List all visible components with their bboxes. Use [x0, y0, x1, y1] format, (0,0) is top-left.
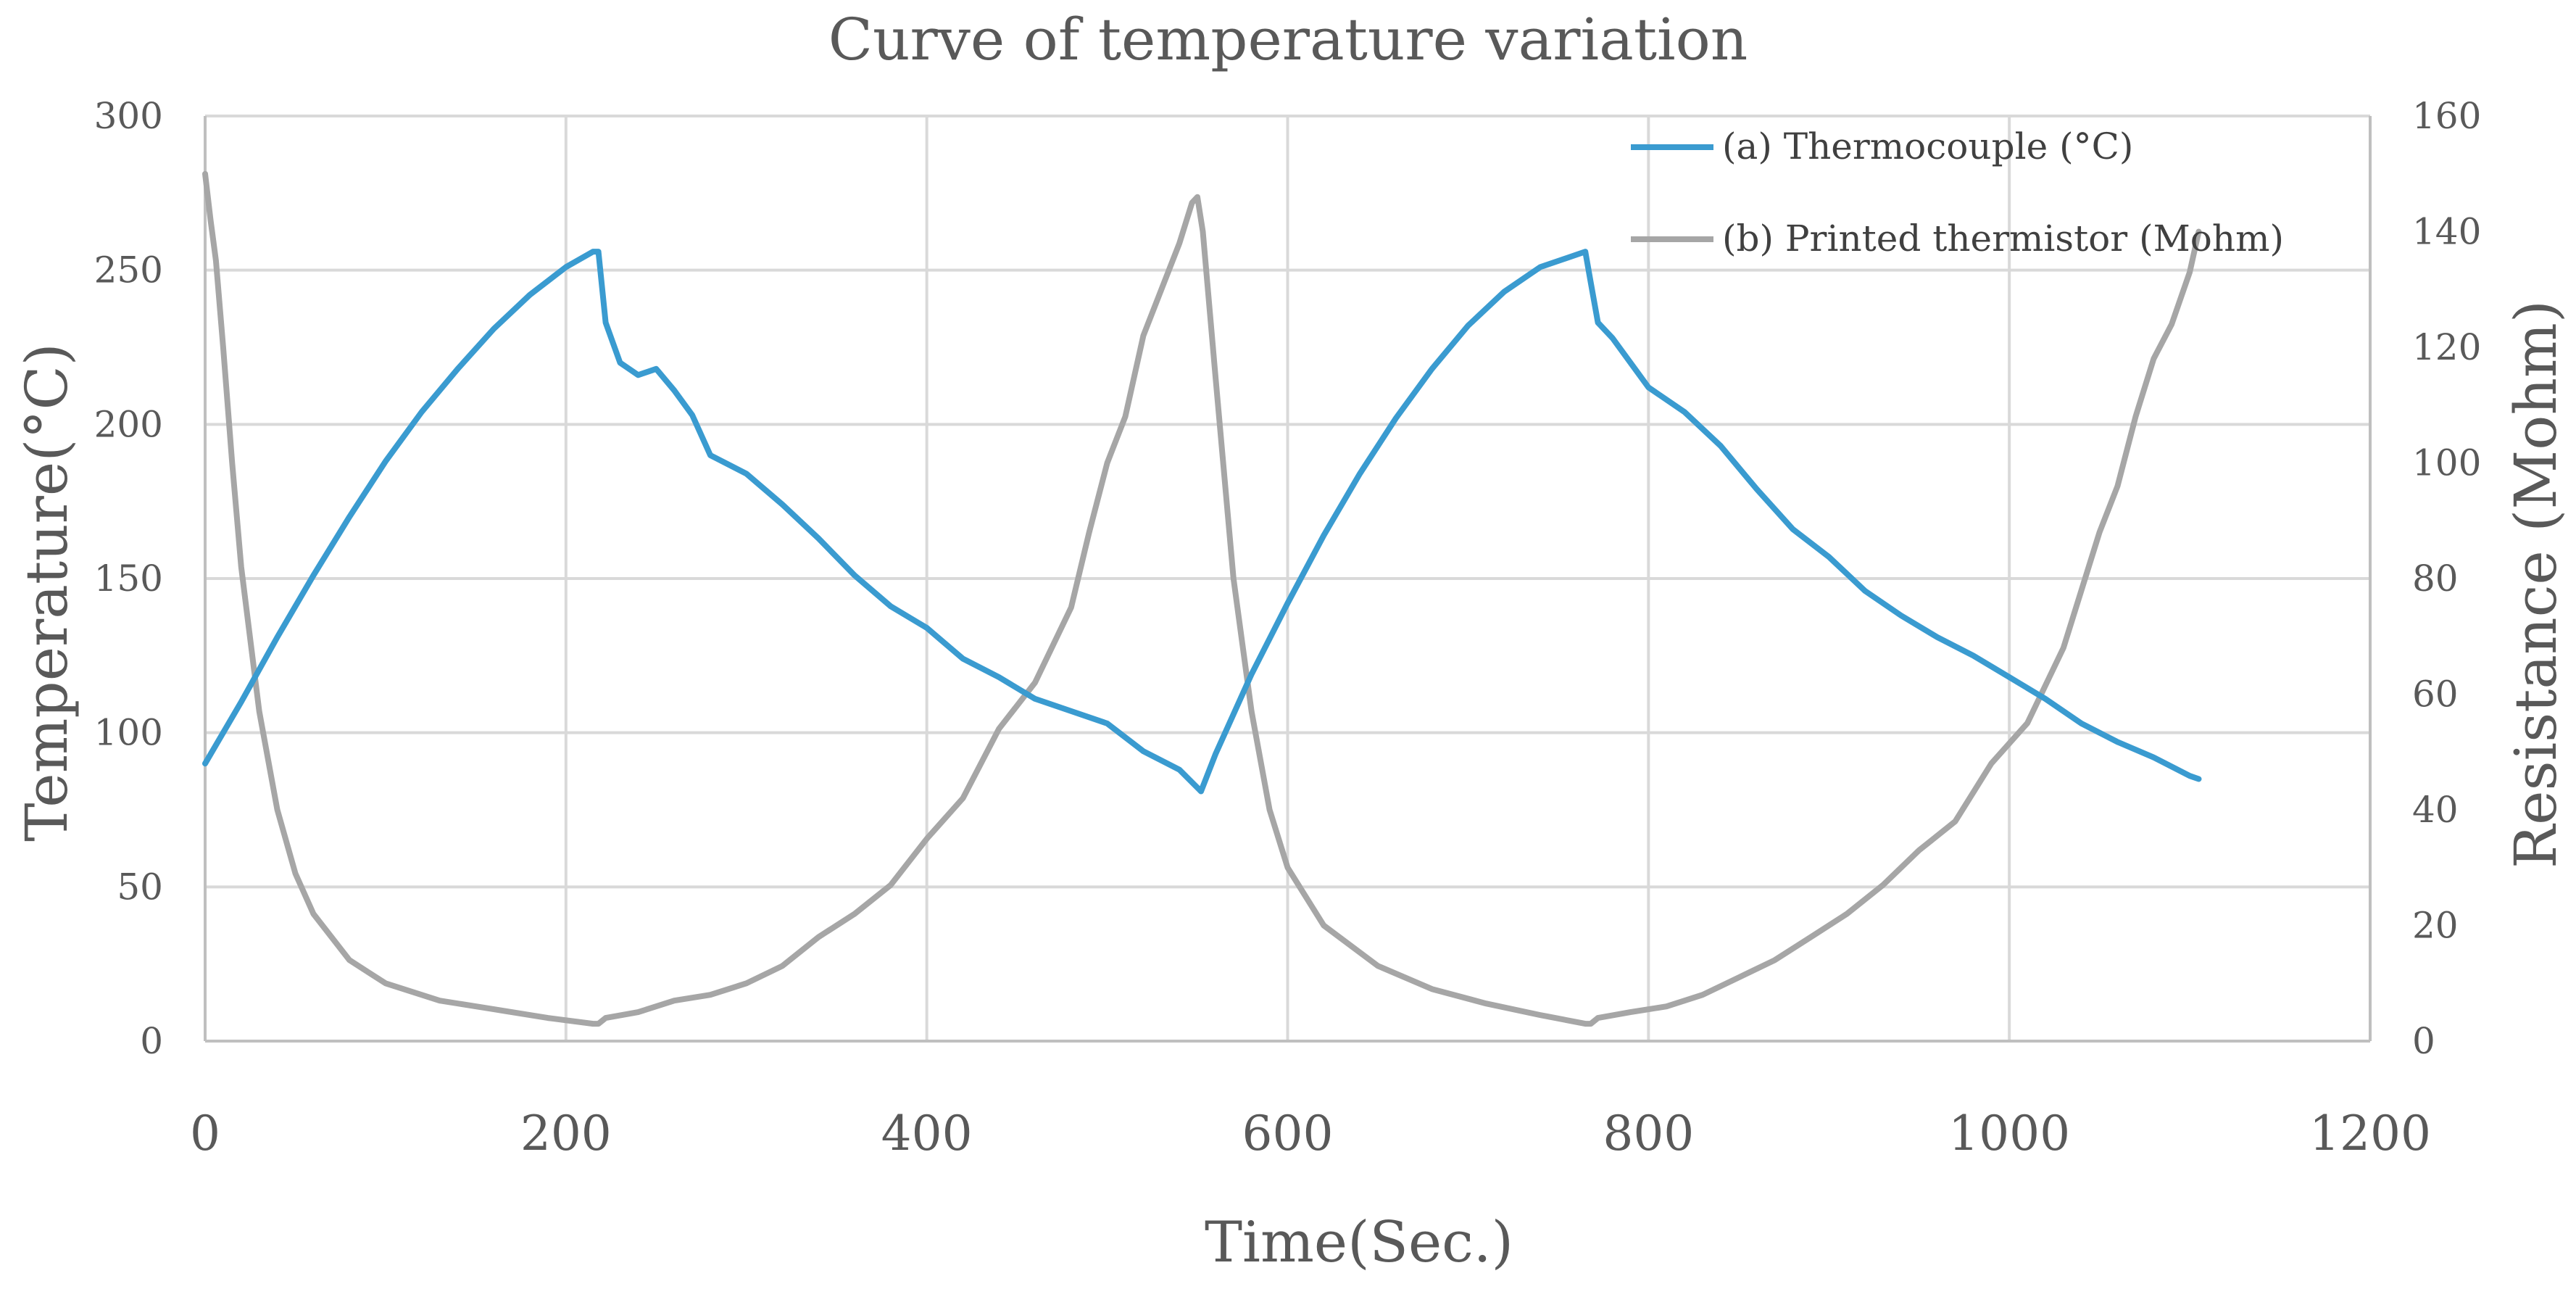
- x-tick-label: 600: [1242, 1106, 1334, 1161]
- x-tick-label: 200: [520, 1106, 612, 1161]
- y2-tick-label: 80: [2412, 558, 2459, 600]
- legend: (a) Thermocouple (°C) (b) Printed thermi…: [1631, 125, 2284, 260]
- y-tick-label: 250: [94, 249, 163, 291]
- x-tick-label: 1000: [1948, 1106, 2070, 1161]
- x-tick-label: 0: [190, 1106, 220, 1161]
- x-tick-label: 800: [1603, 1106, 1694, 1161]
- y2-tick-label: 120: [2412, 326, 2481, 368]
- y-tick-label: 300: [94, 95, 163, 137]
- series-line-thermistor: [202, 170, 2202, 1027]
- y2-tick-label: 140: [2412, 211, 2481, 253]
- y2-tick-label: 0: [2412, 1020, 2435, 1062]
- y2-axis-title: Resistance (Mohm): [2502, 300, 2569, 869]
- y2-tick-label: 20: [2412, 905, 2459, 947]
- legend-label-thermistor: (b) Printed thermistor (Mohm): [1722, 217, 2284, 260]
- y-tick-label: 200: [94, 403, 163, 445]
- y-tick-label: 0: [140, 1020, 163, 1062]
- x-tick-label: 400: [881, 1106, 973, 1161]
- y2-tick-label: 100: [2412, 442, 2481, 484]
- chart-title: Curve of temperature variation: [828, 6, 1748, 73]
- series-line-thermocouple: [202, 249, 2202, 795]
- x-axis-title: Time(Sec.): [1205, 1210, 1513, 1275]
- legend-label-thermocouple: (a) Thermocouple (°C): [1722, 125, 2133, 167]
- y-tick-label: 50: [117, 866, 163, 908]
- x-tick-label: 1200: [2309, 1106, 2431, 1161]
- y-tick-label: 100: [94, 712, 163, 754]
- y2-tick-label: 40: [2412, 789, 2459, 831]
- y2-tick-label: 160: [2412, 95, 2481, 137]
- y-axis-title: Temperature(°C): [13, 343, 80, 842]
- y-tick-label: 150: [94, 558, 163, 600]
- y2-tick-label: 60: [2412, 674, 2459, 716]
